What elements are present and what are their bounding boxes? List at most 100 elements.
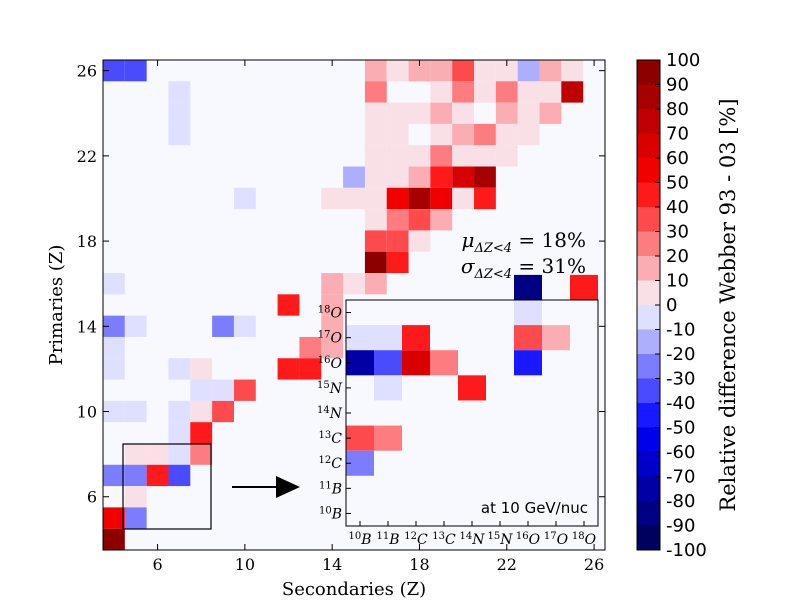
heatmap-cell [190,379,213,401]
inset-y-label: 13C [319,430,343,447]
colorbar: 1009080706050403020100-10-20-30-40-50-60… [636,50,740,561]
heatmap-cell [474,60,496,82]
heatmap-cell [212,315,234,337]
heatmap-cell [168,102,191,124]
heatmap-cell [364,273,387,295]
heatmap-cell [124,486,147,508]
heatmap-cell [343,273,365,295]
inset-y-label: 17O [318,330,343,347]
heatmap-cell [364,81,387,103]
colorbar-swatch [637,476,660,502]
heatmap-cell [146,464,169,487]
heatmap-cell [124,443,147,465]
colorbar-tick-label: -10 [666,320,695,341]
heatmap-cell [517,60,540,82]
colorbar-swatch [637,378,660,404]
x-tick-label: 6 [152,555,162,574]
heatmap-cell [212,400,234,423]
sigma-symbol: σ [461,254,476,278]
heatmap-cell [190,400,213,423]
heatmap-cell [452,60,475,82]
heatmap-cell [168,123,191,146]
arrow-head [276,476,300,498]
y-axis-label: Primaries (Z) [46,245,67,366]
heatmap-cell [364,60,387,82]
colorbar-tick-label: -20 [666,344,695,365]
heatmap-cell [124,315,147,337]
heatmap-cell [299,358,322,380]
colorbar-swatch [637,329,660,355]
heatmap-cell [517,81,540,103]
colorbar-swatch [637,403,660,428]
x-tick-label: 10 [235,555,255,574]
inset-x-label: 15N [488,531,514,548]
sigma-stat: σΔZ<4 = 31% [461,254,586,282]
heatmap-cell [124,464,147,487]
sigma-subscript: ΔZ<4 [473,267,512,282]
main-ticks: 6 10 14 18 22 26 6 10 14 18 22 26 [77,60,605,574]
heatmap-cell [386,187,409,210]
mu-stat: μΔZ<4 = 18% [461,228,586,256]
x-axis-label: Secondaries (Z) [282,579,426,600]
colorbar-tick-label: -80 [666,491,695,512]
heatmap-cell [190,422,213,444]
colorbar-tick-label: 100 [666,50,700,71]
inset-x-label: 16O [516,531,541,548]
heatmap-cell [364,230,387,252]
heatmap-cell [343,187,365,210]
stats-annotation: μΔZ<4 = 18% σΔZ<4 = 31% [461,228,586,282]
colorbar-tick-label: -100 [666,540,707,561]
plot-frame [102,59,606,551]
heatmap-cell [386,145,409,167]
heatmap-cell [321,336,344,359]
heatmap-cell [408,209,431,231]
heatmap-cell [561,81,584,103]
inset-cell [542,325,570,351]
y-tick-label: 26 [77,62,97,81]
heatmap-cell [321,315,344,337]
sigma-value: = 31% [512,254,586,278]
colorbar-swatch [637,207,660,232]
heatmap-cell [168,81,191,103]
colorbar-swatch [637,158,660,183]
y-tick-label: 6 [87,488,97,507]
heatmap-cell [124,60,147,82]
x-tick-label: 26 [584,555,604,574]
heatmap-cell [474,123,496,146]
heatmap-cell [168,443,191,465]
zoom-box [122,443,212,530]
mu-value: = 18% [512,228,586,252]
heatmap-cell [495,123,518,146]
heatmap-cell [364,166,387,188]
heatmap-cell [495,102,518,124]
heatmap-cell [233,379,256,401]
heatmap-cell [452,166,475,188]
inset-cell [570,274,598,300]
inset-y-label: 15N [317,380,343,397]
heatmap-cell [474,187,496,210]
colorbar-swatch [637,501,660,526]
heatmap-cell [452,123,475,146]
inset-cell [402,350,430,376]
inset-energy-note: at 10 GeV/nuc [481,499,588,517]
colorbar-swatch [637,182,660,208]
inset-x-label: 11B [376,531,399,548]
heatmap-cell [343,166,365,188]
heatmap-cell [430,81,453,103]
colorbar-tick-label: -70 [666,467,695,488]
inset-x-label: 10B [348,531,371,548]
colorbar-tick-label: 40 [666,197,689,218]
heatmap-cell [364,187,387,210]
heatmap-cell [430,187,453,210]
heatmap-cell [321,294,344,316]
inset-ticks: 10B10B11B11B12C12C13C13C14N14N15N15N16O1… [317,305,597,548]
colorbar-tick-label: 20 [666,246,689,267]
inset-x-label: 12C [404,531,428,548]
heatmap-cell [364,209,387,231]
heatmap-cell [495,81,518,103]
inset-y-label: 14N [317,405,343,422]
colorbar-tick-label: 70 [666,124,689,145]
colorbar-swatches [637,60,660,551]
heatmap-cell [168,464,191,487]
